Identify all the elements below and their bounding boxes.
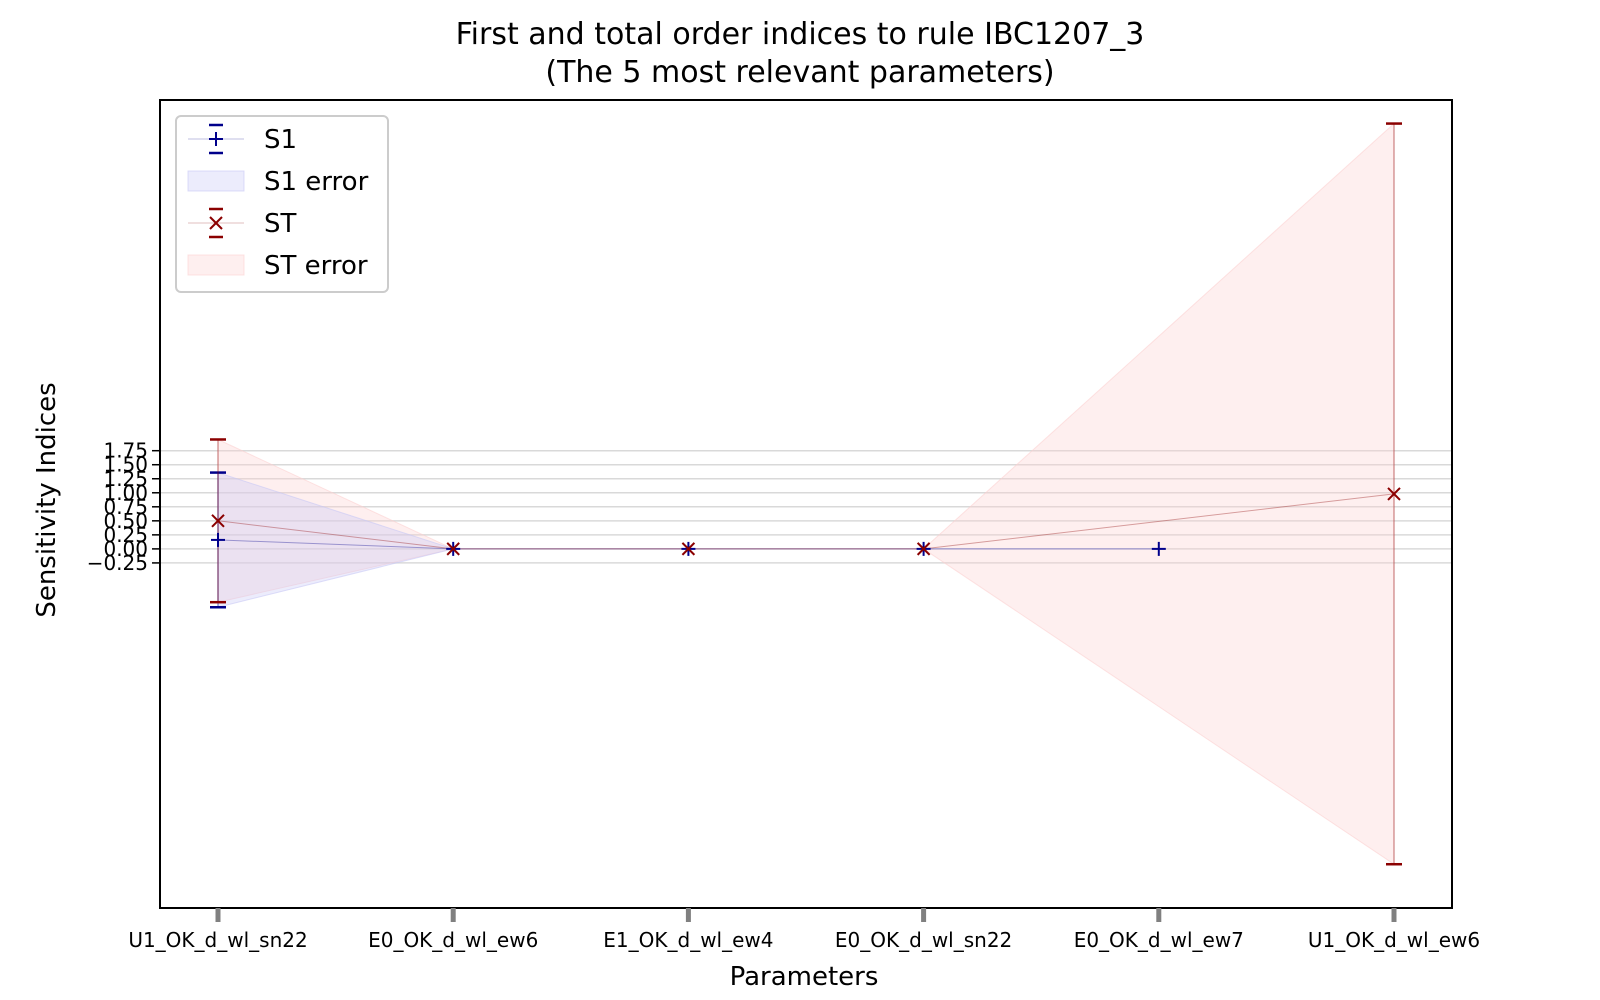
x-tick-label: E0_OK_d_wl_sn22 [835,928,1012,952]
marker-st-b [1387,487,1401,501]
error-band-s1 [217,471,1159,608]
marker-s1 [211,532,225,547]
marker-st [916,542,931,556]
marker-s1 [1151,541,1166,556]
y-tick-label: 1.50 [103,453,148,477]
marker-st-b [916,542,931,556]
x-tick-label: U1_OK_d_wl_ew6 [1308,928,1480,952]
legend-band-swatch [187,254,245,276]
marker-st [681,542,696,556]
legend-label: S1 error [264,167,369,197]
chart-subtitle: (The 5 most relevant parameters) [545,55,1054,90]
x-tick-label: E0_OK_d_wl_ew6 [368,928,538,952]
x-axis-label: Parameters [730,962,879,992]
y-axis-label: Sensitivity Indices [32,382,62,617]
legend-label: ST error [264,251,368,281]
y-tick-label: −0.25 [87,551,148,575]
legend-marker-s1 [209,132,223,146]
legend-band-swatch [187,170,245,192]
error-band-st [217,122,1395,866]
error-bands [217,122,1395,866]
legend-box [175,115,389,293]
grid-lines [160,449,1452,564]
marker-st [446,542,460,556]
legend-marker-st-b [209,216,223,230]
x-tick-label: E1_OK_d_wl_ew4 [603,928,773,952]
plot-frame [159,99,1453,909]
x-tick-label: E0_OK_d_wl_ew7 [1074,928,1244,952]
marker-st [1387,487,1401,501]
y-tick-label: 0.00 [103,537,148,561]
y-tick-label: 0.75 [103,495,148,519]
marker-st-b [211,514,225,528]
y-tick-label: 1.25 [103,467,148,491]
y-tick-label: 0.25 [103,523,148,547]
x-tick-label: U1_OK_d_wl_sn22 [128,928,307,952]
data-markers [211,487,1401,556]
axes: −0.250.000.250.500.751.001.251.501.75 U1_… [87,99,1480,952]
y-tick-label: 1.00 [103,481,148,505]
chart-title: First and total order indices to rule IB… [456,17,1145,52]
y-tick-label: 0.50 [103,509,148,533]
y-tick-label: 1.75 [103,439,148,463]
legend: S1 S1 error ST ST error [175,115,389,293]
marker-st-b [681,542,696,556]
legend-label: ST [264,209,297,239]
marker-st [211,514,225,528]
legend-label: S1 [264,125,297,155]
legend-marker-st [209,216,223,230]
marker-st-b [446,542,460,556]
